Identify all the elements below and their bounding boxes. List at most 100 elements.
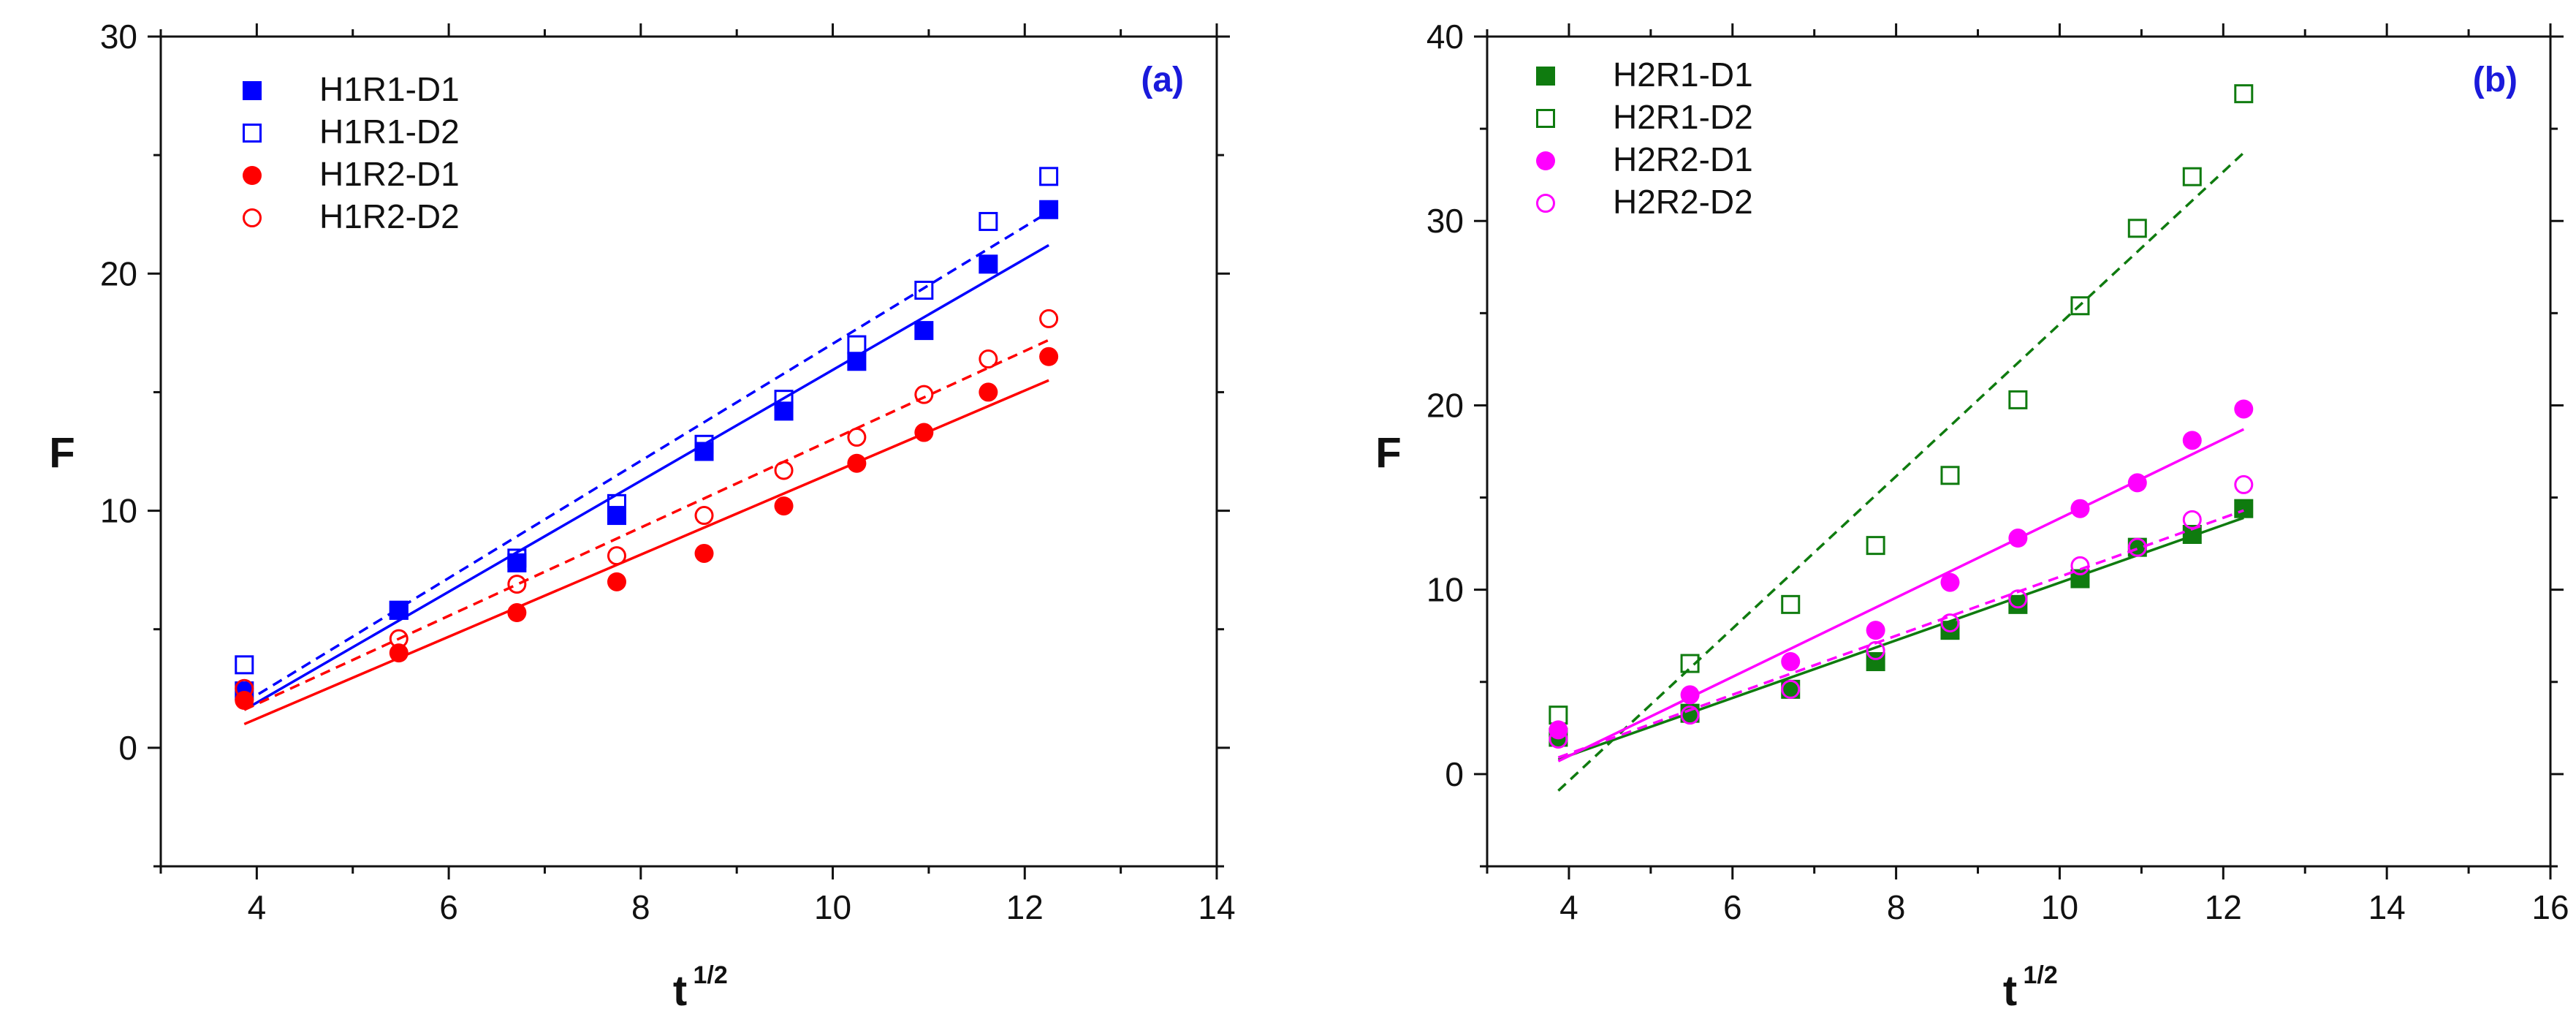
data-point bbox=[2234, 474, 2254, 494]
x-tick-label: 16 bbox=[2531, 888, 2569, 926]
data-point bbox=[607, 506, 626, 526]
data-point bbox=[774, 496, 794, 516]
data-point bbox=[914, 385, 934, 404]
data-point bbox=[2234, 84, 2254, 104]
data-point bbox=[1866, 536, 1885, 556]
series-h2r1-d1 bbox=[1549, 499, 2254, 761]
legend-label: H1R2-D1 bbox=[319, 155, 460, 193]
x-axis-label: t bbox=[673, 967, 687, 1015]
data-point bbox=[979, 254, 998, 274]
series-h2r1-d2 bbox=[1549, 84, 2254, 792]
x-axis-label: t bbox=[2003, 967, 2017, 1015]
x-tick-label: 6 bbox=[439, 888, 458, 926]
legend-label: H2R2-D2 bbox=[1613, 183, 1753, 221]
data-point bbox=[1039, 167, 1059, 186]
data-point bbox=[507, 553, 527, 572]
x-tick-label: 8 bbox=[631, 888, 650, 926]
series-h1r1-d2 bbox=[235, 167, 1059, 704]
x-tick-label: 12 bbox=[1006, 888, 1044, 926]
series-h1r1-d1 bbox=[235, 200, 1059, 711]
data-point bbox=[2182, 431, 2202, 450]
data-point bbox=[979, 211, 998, 231]
data-point bbox=[1866, 640, 1885, 660]
data-point bbox=[1680, 654, 1700, 673]
data-point bbox=[607, 546, 626, 566]
legend-label: H2R1-D1 bbox=[1613, 56, 1753, 94]
data-point bbox=[1781, 594, 1801, 614]
data-point bbox=[1781, 679, 1801, 699]
legend-marker bbox=[1536, 194, 1555, 213]
x-axis-label-superscript: 1/2 bbox=[2024, 961, 2058, 989]
data-point bbox=[1039, 309, 1059, 328]
data-point bbox=[389, 629, 409, 648]
data-point bbox=[1940, 466, 1960, 485]
x-tick-label: 10 bbox=[814, 888, 851, 926]
y-tick-label: 0 bbox=[1445, 755, 1464, 793]
data-point bbox=[1940, 613, 1960, 633]
legend-marker bbox=[243, 81, 262, 100]
x-tick-label: 12 bbox=[2205, 888, 2242, 926]
fit-line bbox=[243, 338, 1049, 711]
data-point bbox=[507, 575, 527, 594]
panel-label: (a) bbox=[1141, 61, 1184, 99]
plot-frame bbox=[159, 35, 1218, 868]
data-point bbox=[2008, 390, 2028, 409]
data-point bbox=[235, 678, 254, 698]
data-point bbox=[1039, 347, 1059, 366]
data-point bbox=[694, 442, 714, 461]
data-point bbox=[2182, 510, 2202, 529]
legend: H1R1-D1 H1R1-D2 H1R2-D1 H1R2-D2 bbox=[243, 70, 460, 235]
fit-line bbox=[243, 211, 1050, 704]
data-point bbox=[914, 423, 934, 442]
y-tick-label: 10 bbox=[100, 492, 137, 530]
x-tick-label: 14 bbox=[1198, 888, 1235, 926]
series-h2r2-d1 bbox=[1549, 399, 2254, 763]
legend-marker bbox=[243, 208, 262, 227]
data-point bbox=[774, 401, 794, 421]
y-axis-label: F bbox=[49, 430, 75, 477]
y-tick-label: 40 bbox=[1426, 18, 1464, 56]
data-point bbox=[979, 382, 998, 402]
data-point bbox=[847, 335, 867, 355]
x-tick-label: 6 bbox=[1723, 888, 1742, 926]
fit-line bbox=[243, 243, 1049, 711]
series-h1r2-d1 bbox=[235, 347, 1059, 726]
y-tick-label: 20 bbox=[100, 254, 137, 292]
data-point bbox=[1680, 685, 1700, 705]
data-point bbox=[389, 600, 409, 620]
data-point bbox=[1039, 200, 1059, 219]
legend-marker bbox=[243, 166, 262, 185]
data-point bbox=[694, 434, 714, 454]
data-point bbox=[507, 603, 527, 623]
data-point bbox=[847, 428, 867, 447]
legend-marker bbox=[1536, 109, 1555, 128]
legend-label: H1R1-D2 bbox=[319, 113, 460, 151]
legend-label: H2R1-D2 bbox=[1613, 98, 1753, 136]
legend-label: H1R2-D2 bbox=[319, 197, 460, 235]
data-point bbox=[774, 390, 794, 409]
legend: H2R1-D1 H2R1-D2 H2R2-D1 H2R2-D2 bbox=[1536, 56, 1753, 221]
data-point bbox=[847, 352, 867, 371]
x-tick-label: 14 bbox=[2368, 888, 2406, 926]
legend-marker bbox=[1536, 151, 1555, 170]
data-point bbox=[507, 548, 527, 568]
fit-line bbox=[1557, 516, 2244, 761]
x-tick-label: 4 bbox=[1559, 888, 1578, 926]
y-tick-label: 30 bbox=[1426, 202, 1464, 240]
data-point bbox=[914, 321, 934, 341]
x-axis-label-superscript: 1/2 bbox=[694, 961, 728, 989]
y-tick-label: 10 bbox=[1426, 571, 1464, 609]
legend-label: H2R2-D1 bbox=[1613, 140, 1753, 178]
y-tick-label: 0 bbox=[118, 729, 137, 767]
data-point bbox=[389, 643, 409, 663]
data-point bbox=[2008, 589, 2028, 609]
series-h2r2-d2 bbox=[1549, 474, 2254, 759]
legend-label: H1R1-D1 bbox=[319, 70, 460, 108]
data-point bbox=[2008, 529, 2028, 548]
fit-line bbox=[243, 379, 1049, 726]
data-point bbox=[2070, 499, 2090, 518]
data-point bbox=[607, 572, 626, 591]
plot-frame bbox=[1486, 35, 2552, 868]
